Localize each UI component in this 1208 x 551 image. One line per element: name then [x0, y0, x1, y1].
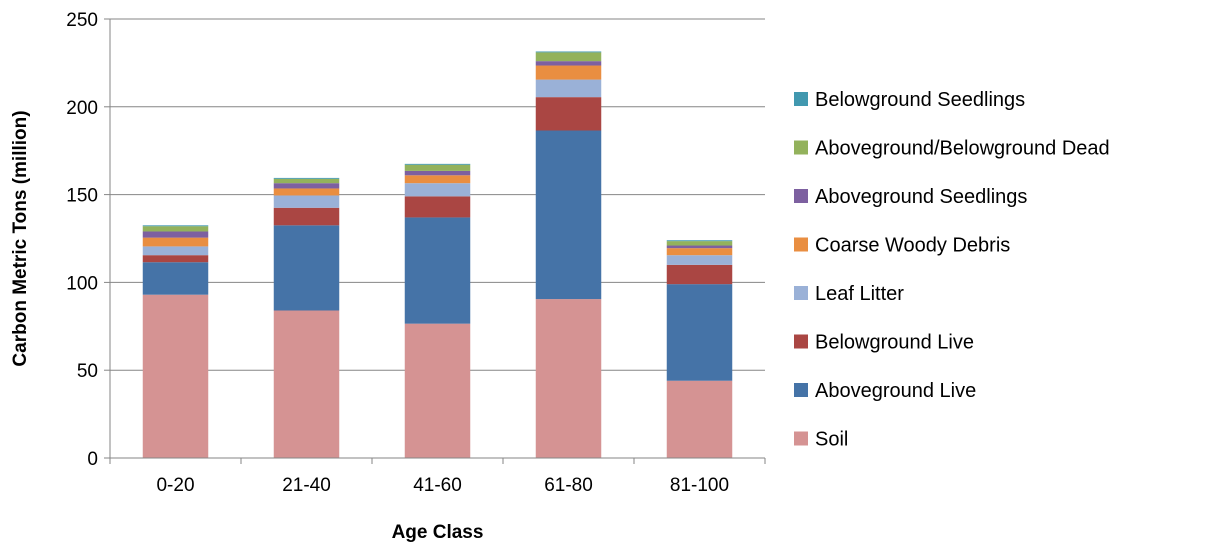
x-tick-label: 61-80 — [544, 475, 593, 496]
bar-segment-leaf-litter-61-80 — [535, 79, 602, 98]
legend-swatch — [794, 383, 808, 397]
bar-segment-coarse-woody-debris-0-20 — [142, 237, 209, 247]
bar-segment-aboveground-live-41-60 — [404, 217, 471, 324]
legend-swatch — [794, 286, 808, 300]
bar-segment-soil-81-100 — [666, 380, 733, 458]
bar-segment-aboveground-seedlings-41-60 — [404, 170, 471, 176]
legend-item: Soil — [794, 429, 848, 451]
x-tick-label: 81-100 — [670, 475, 729, 496]
bar-segment-belowground-live-81-100 — [666, 264, 733, 285]
bar-segment-aboveground-seedlings-61-80 — [535, 61, 602, 66]
bar-segment-belowground-live-0-20 — [142, 255, 209, 263]
legend-label: Belowground Seedlings — [815, 89, 1025, 111]
bar-segment-aboveground-seedlings-21-40 — [273, 183, 340, 189]
bar-segment-belowground-seedlings-61-80 — [535, 51, 602, 53]
bar-segment-coarse-woody-debris-61-80 — [535, 65, 602, 80]
y-tick-label: 50 — [77, 361, 98, 382]
bar-segment-aboveground-seedlings-0-20 — [142, 231, 209, 238]
legend-label: Belowground Live — [815, 332, 974, 354]
bar-segment-aboveground-belowground-dead-21-40 — [273, 178, 340, 184]
legend-swatch — [794, 237, 808, 252]
bar-segment-leaf-litter-21-40 — [273, 195, 340, 208]
y-tick-label: 0 — [87, 449, 98, 470]
bar-segment-coarse-woody-debris-21-40 — [273, 188, 340, 196]
x-tick-label: 41-60 — [413, 475, 462, 496]
bar-segment-aboveground-seedlings-81-100 — [666, 245, 733, 249]
legend-label: Aboveground Seedlings — [815, 186, 1027, 208]
bar-segment-belowground-seedlings-0-20 — [142, 225, 209, 227]
bar-segment-belowground-seedlings-81-100 — [666, 240, 733, 242]
bar-segment-leaf-litter-81-100 — [666, 255, 733, 265]
bar-segment-aboveground-belowground-dead-81-100 — [666, 241, 733, 246]
x-tick-label: 0-20 — [156, 475, 194, 496]
bar-segment-aboveground-belowground-dead-41-60 — [404, 164, 471, 171]
x-axis-title: Age Class — [392, 522, 484, 543]
bar-segment-belowground-live-41-60 — [404, 196, 471, 218]
legend-label: Aboveground Live — [815, 380, 976, 402]
bars — [142, 51, 733, 458]
bar-segment-aboveground-belowground-dead-0-20 — [142, 226, 209, 232]
legend-item: Leaf Litter — [794, 283, 904, 305]
legend-swatch — [794, 431, 808, 446]
legend-item: Coarse Woody Debris — [794, 235, 1010, 257]
legend-label: Soil — [815, 429, 848, 451]
bar-segment-leaf-litter-0-20 — [142, 246, 209, 256]
bar-segment-aboveground-live-0-20 — [142, 262, 209, 295]
bar-segment-belowground-live-61-80 — [535, 97, 602, 131]
bar-segment-soil-0-20 — [142, 294, 209, 458]
legend-swatch — [794, 92, 808, 106]
y-axis-title: Carbon Metric Tons (million) — [10, 110, 31, 366]
bar-segment-belowground-seedlings-41-60 — [404, 163, 471, 165]
y-tick-label: 250 — [66, 10, 98, 31]
bar-segment-aboveground-live-81-100 — [666, 284, 733, 381]
legend: Belowground Seedlings Aboveground/Belowgr… — [794, 89, 1110, 451]
legend-label: Leaf Litter — [815, 283, 904, 305]
axes — [104, 18, 766, 464]
bar-segment-aboveground-live-61-80 — [535, 130, 602, 300]
legend-item: Aboveground Seedlings — [794, 186, 1027, 208]
bar-segment-belowground-live-21-40 — [273, 207, 340, 226]
y-tick-label: 200 — [66, 98, 98, 119]
bar-segment-soil-61-80 — [535, 299, 602, 458]
bar-segment-coarse-woody-debris-81-100 — [666, 248, 733, 256]
bar-segment-aboveground-belowground-dead-61-80 — [535, 52, 602, 62]
legend-label: Aboveground/Belowground Dead — [815, 138, 1110, 160]
bar-segment-coarse-woody-debris-41-60 — [404, 175, 471, 184]
legend-swatch — [794, 334, 808, 349]
bar-segment-leaf-litter-41-60 — [404, 183, 471, 197]
tick-labels: 0 50 100 150 200 250 0-20 21-40 41-60 61-80 81-100 — [66, 10, 729, 496]
legend-swatch — [794, 140, 808, 155]
y-tick-label: 100 — [66, 273, 98, 294]
bar-segment-aboveground-live-21-40 — [273, 225, 340, 311]
y-tick-label: 150 — [66, 186, 98, 207]
legend-swatch — [794, 189, 808, 203]
legend-item: Belowground Live — [794, 332, 974, 354]
legend-item: Aboveground/Belowground Dead — [794, 138, 1110, 160]
legend-item: Belowground Seedlings — [794, 89, 1025, 111]
x-tick-label: 21-40 — [282, 475, 331, 496]
legend-item: Aboveground Live — [794, 380, 976, 402]
bar-segment-soil-41-60 — [404, 323, 471, 458]
bar-segment-soil-21-40 — [273, 310, 340, 458]
legend-label: Coarse Woody Debris — [815, 235, 1010, 257]
bar-segment-belowground-seedlings-21-40 — [273, 177, 340, 179]
